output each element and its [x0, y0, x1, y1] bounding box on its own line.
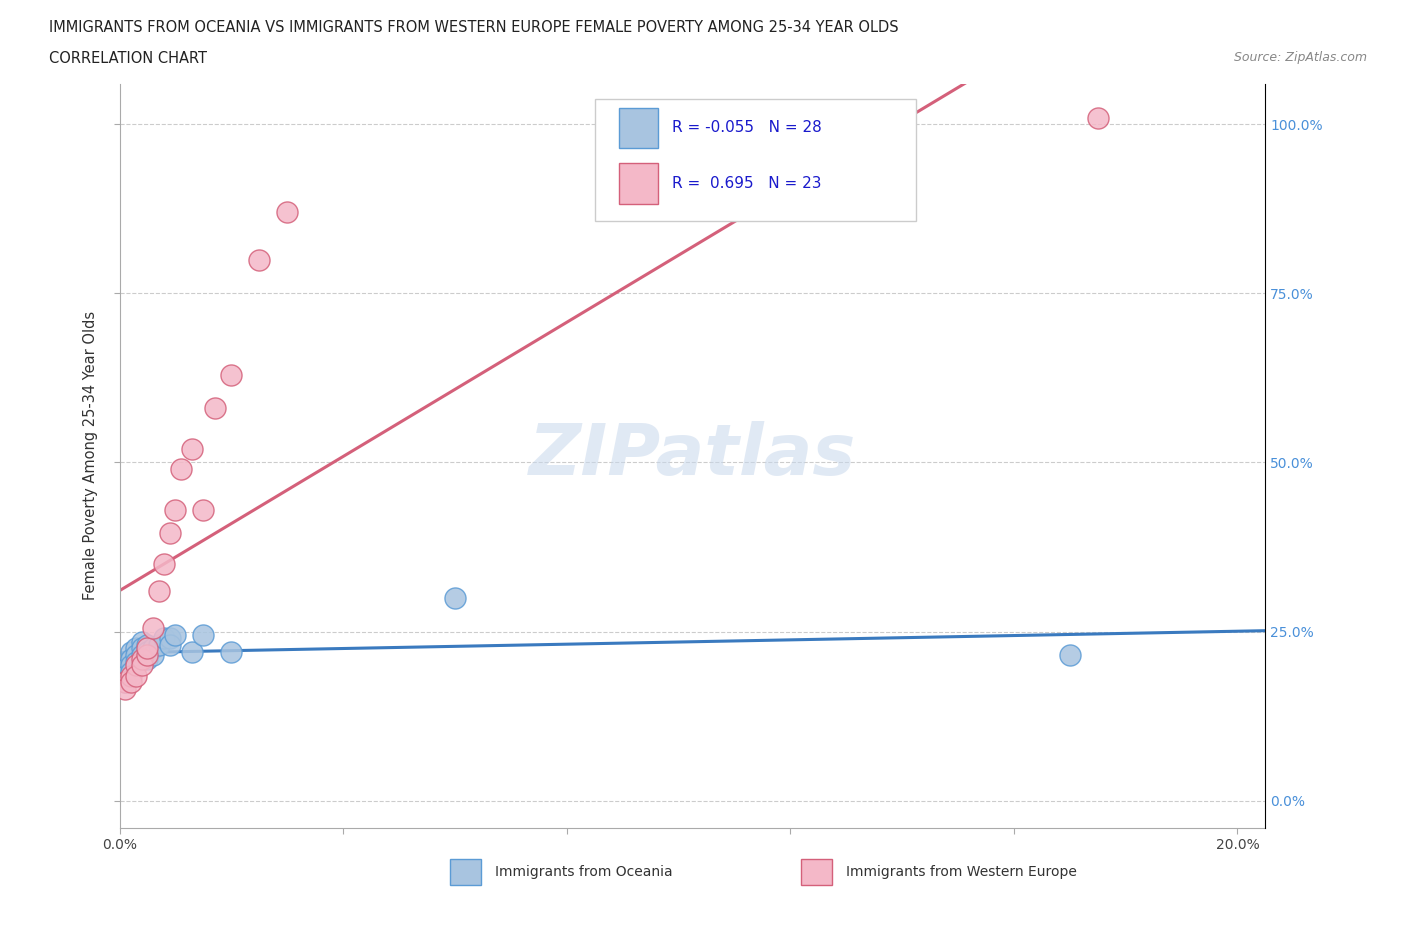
Text: CORRELATION CHART: CORRELATION CHART: [49, 51, 207, 66]
Point: [120, 651, 142, 666]
Point: [181, 644, 204, 659]
FancyBboxPatch shape: [619, 108, 658, 149]
Point: [125, 648, 148, 663]
Point: [159, 526, 181, 541]
Point: [136, 641, 159, 656]
Point: [444, 591, 467, 605]
Point: [125, 641, 148, 656]
Point: [148, 583, 170, 598]
Text: R = -0.055   N = 28: R = -0.055 N = 28: [672, 121, 821, 136]
Point: [120, 665, 142, 680]
Y-axis label: Female Poverty Among 25-34 Year Olds: Female Poverty Among 25-34 Year Olds: [83, 312, 98, 600]
Point: [136, 648, 159, 663]
Point: [142, 620, 165, 635]
Point: [153, 631, 176, 645]
FancyBboxPatch shape: [595, 99, 915, 221]
Point: [125, 655, 148, 670]
Point: [120, 668, 142, 683]
Point: [170, 462, 193, 477]
Point: [148, 638, 170, 653]
Point: [131, 634, 153, 649]
Point: [221, 644, 243, 659]
Point: [221, 367, 243, 382]
Text: Immigrants from Oceania: Immigrants from Oceania: [495, 865, 672, 880]
Point: [193, 502, 215, 517]
FancyBboxPatch shape: [450, 859, 481, 885]
Text: IMMIGRANTS FROM OCEANIA VS IMMIGRANTS FROM WESTERN EUROPE FEMALE POVERTY AMONG 2: IMMIGRANTS FROM OCEANIA VS IMMIGRANTS FR…: [49, 20, 898, 35]
Point: [125, 668, 148, 683]
Point: [181, 442, 204, 457]
Point: [120, 675, 142, 690]
Point: [204, 401, 226, 416]
Point: [142, 648, 165, 663]
Point: [159, 631, 181, 645]
Point: [114, 675, 136, 690]
Point: [114, 682, 136, 697]
Point: [136, 638, 159, 653]
Text: Source: ZipAtlas.com: Source: ZipAtlas.com: [1233, 51, 1367, 64]
Point: [114, 661, 136, 676]
Point: [1059, 648, 1081, 663]
Text: Immigrants from Western Europe: Immigrants from Western Europe: [846, 865, 1077, 880]
Point: [131, 641, 153, 656]
Point: [120, 658, 142, 672]
Point: [159, 638, 181, 653]
Point: [165, 502, 187, 517]
Point: [131, 658, 153, 672]
Point: [247, 252, 270, 267]
Point: [193, 628, 215, 643]
FancyBboxPatch shape: [619, 163, 658, 204]
Point: [165, 628, 187, 643]
Point: [276, 205, 298, 219]
Text: ZIPatlas: ZIPatlas: [529, 421, 856, 490]
Point: [131, 648, 153, 663]
FancyBboxPatch shape: [801, 859, 832, 885]
Point: [131, 651, 153, 666]
Point: [1087, 110, 1109, 125]
Point: [125, 658, 148, 672]
Point: [136, 644, 159, 659]
Text: R =  0.695   N = 23: R = 0.695 N = 23: [672, 176, 821, 191]
Point: [120, 644, 142, 659]
Point: [153, 556, 176, 571]
Point: [114, 675, 136, 690]
Point: [114, 668, 136, 683]
Point: [142, 641, 165, 656]
Point: [136, 651, 159, 666]
